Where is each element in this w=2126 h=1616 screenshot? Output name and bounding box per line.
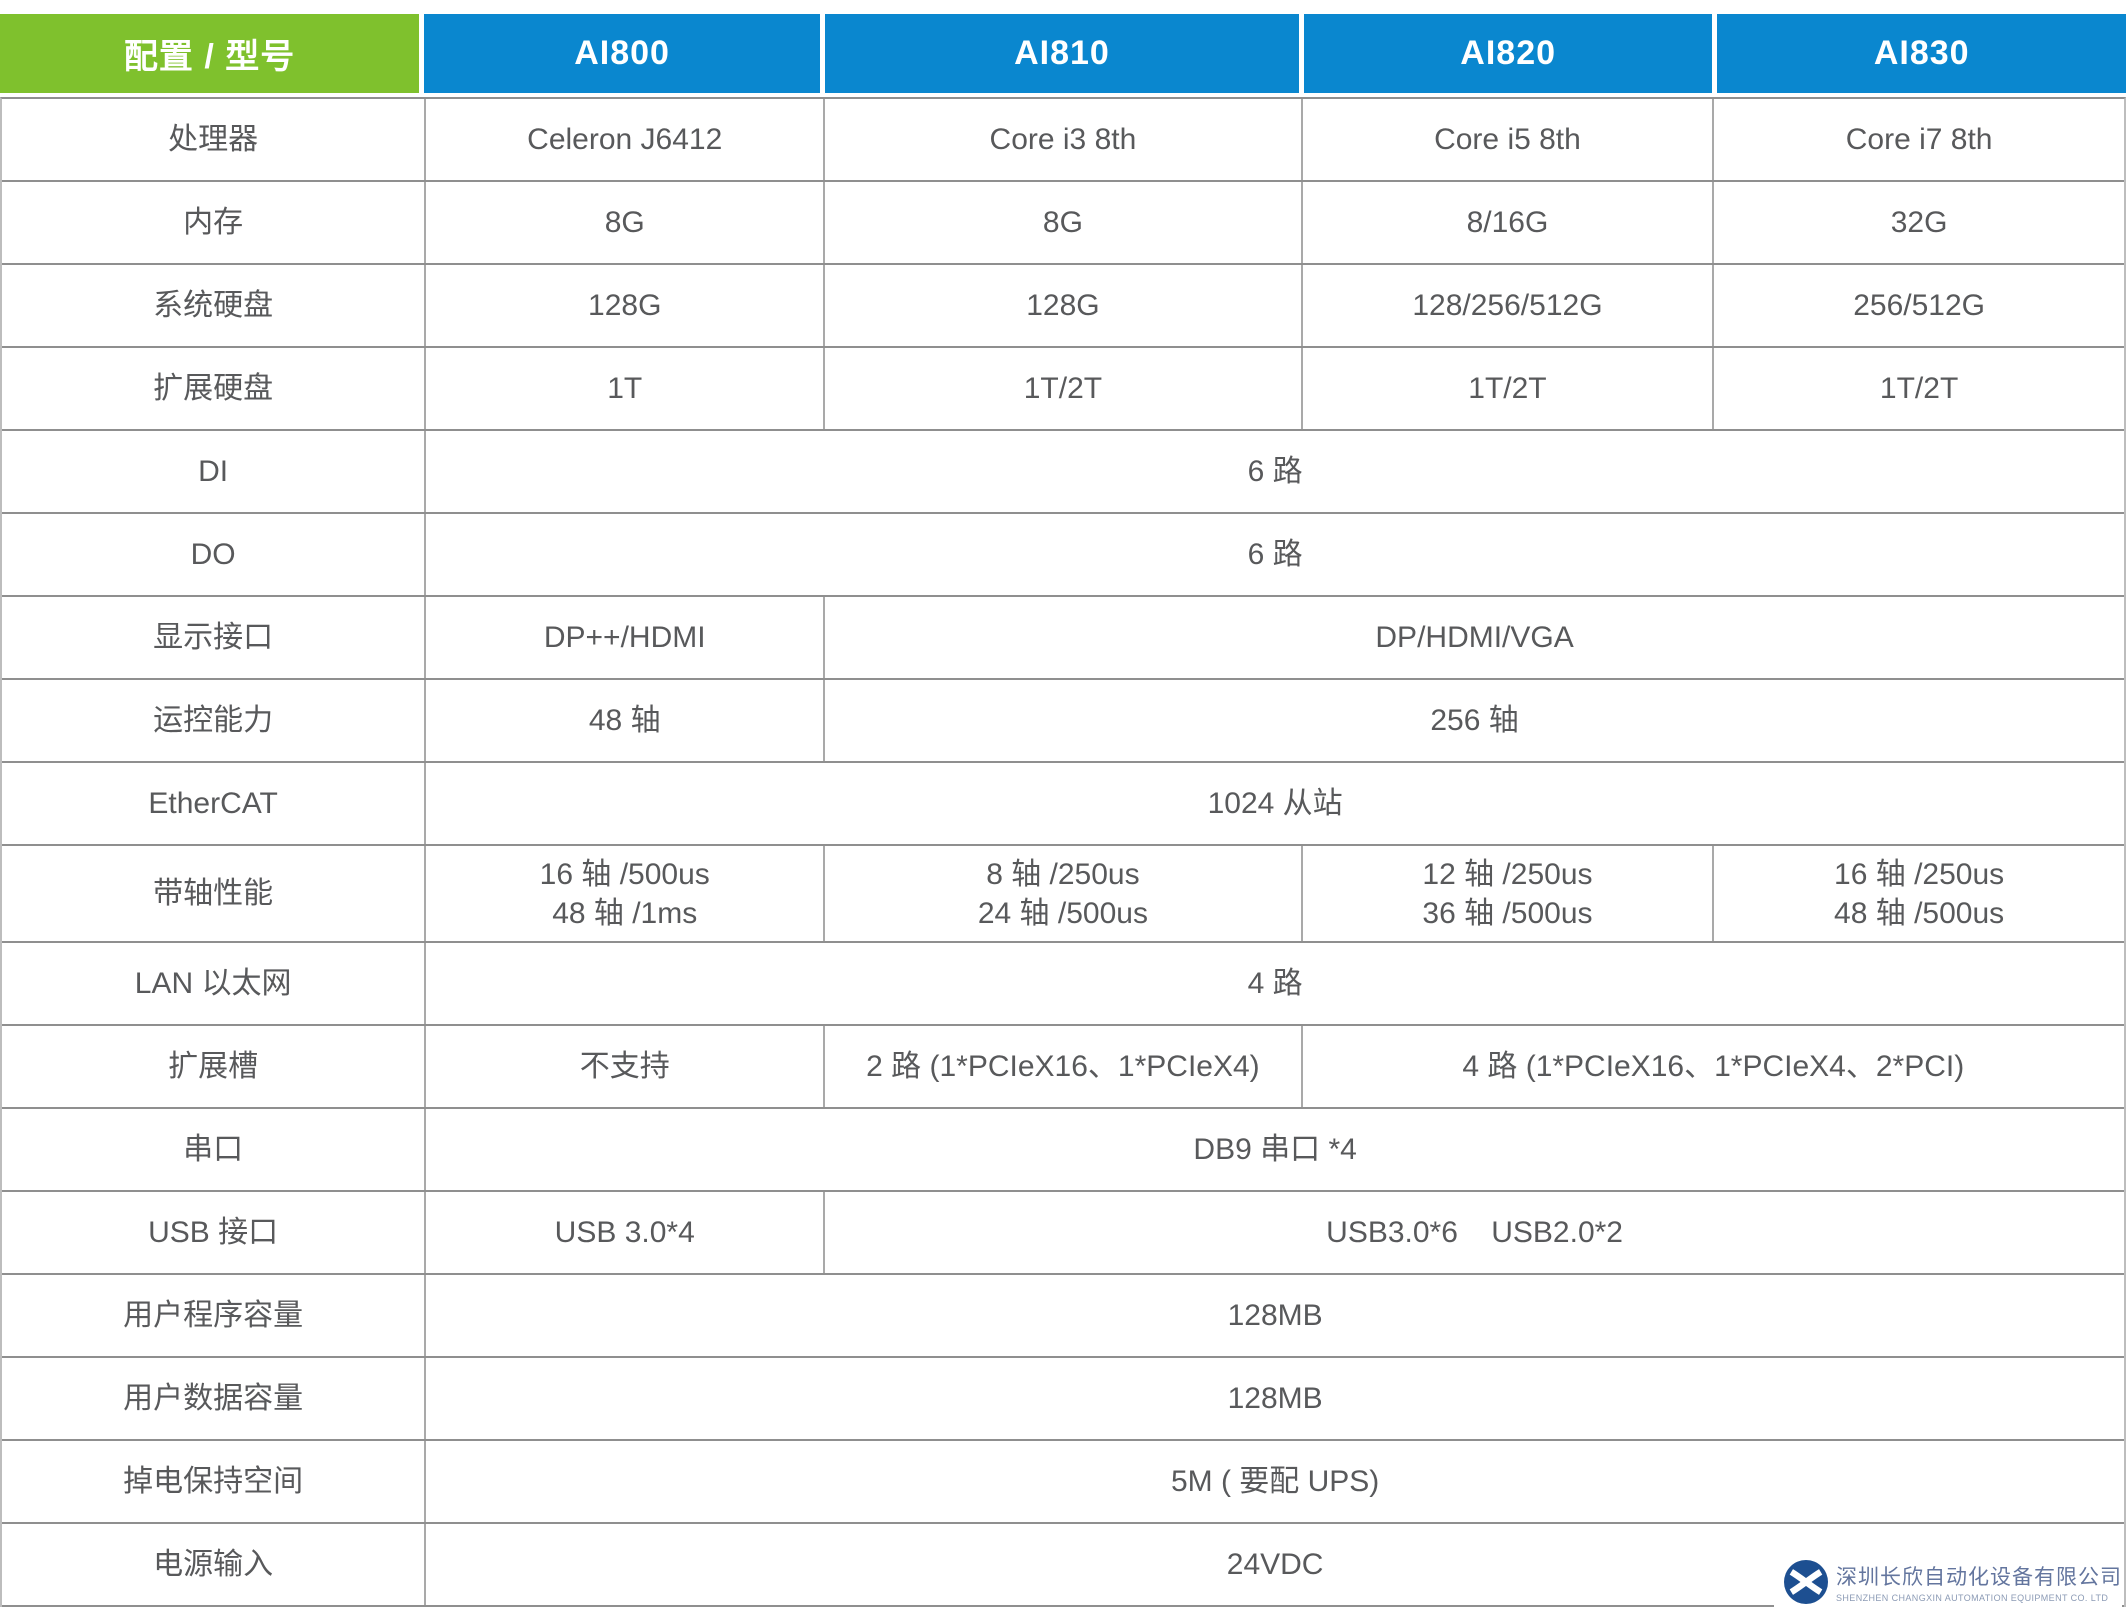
header-config-label: 配置 / 型号 xyxy=(0,14,420,93)
company-name-cn: 深圳长欣自动化设备有限公司 xyxy=(1836,1566,2122,1589)
row-label: 扩展硬盘 xyxy=(153,372,274,405)
spec-cell: 1024 从站 xyxy=(424,763,2124,844)
table-row: 运控能力 48 轴 256 轴 xyxy=(2,680,2124,763)
spec-cell: 24VDC xyxy=(424,1524,2124,1605)
table-row: DO 6 路 xyxy=(2,514,2124,597)
spec-cell: 8G xyxy=(424,182,823,263)
spec-cell: Core i5 8th xyxy=(1300,99,1713,180)
spec-cell: 8G xyxy=(823,182,1300,263)
company-names: 深圳长欣自动化设备有限公司 SHENZHEN CHANGXIN AUTOMATI… xyxy=(1836,1561,2122,1603)
spec-cell: 4 路 xyxy=(424,943,2124,1024)
spec-cell: 6 路 xyxy=(424,514,2124,595)
spec-cell: 128G xyxy=(823,265,1300,346)
spec-cell: 8 轴 /250us 24 轴 /500us xyxy=(823,846,1300,941)
spec-cell: Celeron J6412 xyxy=(424,99,823,180)
row-label: 扩展槽 xyxy=(168,1050,259,1083)
spec-cell: 128MB xyxy=(424,1275,2124,1356)
spec-cell: USB3.0*6 USB2.0*2 xyxy=(823,1192,2124,1273)
spec-table-body: 处理器 Celeron J6412 Core i3 8th Core i5 8th Co… xyxy=(0,97,2126,1607)
row-label: 处理器 xyxy=(168,123,259,156)
spec-cell: USB 3.0*4 xyxy=(424,1192,823,1273)
spec-cell: 1T/2T xyxy=(823,348,1300,429)
row-label: 运控能力 xyxy=(153,704,274,737)
table-row: 内存 8G 8G 8/16G 32G xyxy=(2,182,2124,265)
row-label: 掉电保持空间 xyxy=(123,1465,304,1498)
table-row: 电源输入 24VDC xyxy=(2,1524,2124,1607)
table-header-row: 配置 / 型号 AI800 AI810 AI820 AI830 xyxy=(0,14,2126,93)
spec-cell: 48 轴 xyxy=(424,680,823,761)
spec-cell: 8/16G xyxy=(1300,182,1713,263)
row-label: 用户程序容量 xyxy=(123,1299,304,1332)
spec-cell: 256/512G xyxy=(1712,265,2124,346)
spec-cell: 1T/2T xyxy=(1712,348,2124,429)
row-label: 系统硬盘 xyxy=(153,289,274,322)
spec-cell: 1T/2T xyxy=(1300,348,1713,429)
spec-cell: 128G xyxy=(424,265,823,346)
spec-cell: 不支持 xyxy=(424,1026,823,1107)
row-label: 用户数据容量 xyxy=(123,1382,304,1415)
row-label: 带轴性能 xyxy=(153,877,274,910)
spec-cell: DB9 串口 *4 xyxy=(424,1109,2124,1190)
header-model-ai820: AI820 xyxy=(1303,14,1713,93)
table-row: 用户数据容量 128MB xyxy=(2,1358,2124,1441)
table-row: DI 6 路 xyxy=(2,431,2124,514)
row-label: 电源输入 xyxy=(153,1548,274,1581)
company-logo: 深圳长欣自动化设备有限公司 SHENZHEN CHANGXIN AUTOMATI… xyxy=(1774,1552,2122,1612)
header-model-ai830: AI830 xyxy=(1717,14,2126,93)
table-row: USB 接口 USB 3.0*4 USB3.0*6 USB2.0*2 xyxy=(2,1192,2124,1275)
row-label: DO xyxy=(190,538,236,571)
company-name-en: SHENZHEN CHANGXIN AUTOMATION EQUIPMENT C… xyxy=(1836,1593,2109,1603)
table-row: 串口 DB9 串口 *4 xyxy=(2,1109,2124,1192)
row-label: 串口 xyxy=(183,1133,244,1166)
row-label: 内存 xyxy=(183,206,244,239)
table-row: LAN 以太网 4 路 xyxy=(2,943,2124,1026)
spec-cell: 128MB xyxy=(424,1358,2124,1439)
spec-cell: 6 路 xyxy=(424,431,2124,512)
table-row: 用户程序容量 128MB xyxy=(2,1275,2124,1358)
spec-cell: DP/HDMI/VGA xyxy=(823,597,2124,678)
table-row: 带轴性能 16 轴 /500us 48 轴 /1ms 8 轴 /250us 24 轴 /… xyxy=(2,846,2124,943)
spec-cell: DP++/HDMI xyxy=(424,597,823,678)
table-row: 扩展槽 不支持 2 路 (1*PCIeX16、1*PCIeX4) 4 路 (1*PCI… xyxy=(2,1026,2124,1109)
row-label: USB 接口 xyxy=(148,1216,279,1249)
spec-cell: Core i7 8th xyxy=(1712,99,2124,180)
spec-cell: 1T xyxy=(424,348,823,429)
table-row: 扩展硬盘 1T 1T/2T 1T/2T 1T/2T xyxy=(2,348,2124,431)
table-row: 系统硬盘 128G 128G 128/256/512G 256/512G xyxy=(2,265,2124,348)
spec-cell: 16 轴 /500us 48 轴 /1ms xyxy=(424,846,823,941)
header-model-ai800: AI800 xyxy=(424,14,821,93)
table-row: 处理器 Celeron J6412 Core i3 8th Core i5 8th Co… xyxy=(2,99,2124,182)
spec-cell: 256 轴 xyxy=(823,680,2124,761)
table-row: 显示接口 DP++/HDMI DP/HDMI/VGA xyxy=(2,597,2124,680)
spec-cell: 5M ( 要配 UPS) xyxy=(424,1441,2124,1522)
spec-cell: 12 轴 /250us 36 轴 /500us xyxy=(1300,846,1713,941)
table-row: 掉电保持空间 5M ( 要配 UPS) xyxy=(2,1441,2124,1524)
spec-cell: 2 路 (1*PCIeX16、1*PCIeX4) xyxy=(823,1026,1300,1107)
company-logo-icon xyxy=(1784,1560,1828,1604)
spec-cell: 4 路 (1*PCIeX16、1*PCIeX4、2*PCI) xyxy=(1300,1026,2124,1107)
row-label: 显示接口 xyxy=(153,621,274,654)
header-model-ai810: AI810 xyxy=(825,14,1299,93)
row-label: DI xyxy=(198,455,229,488)
spec-cell: Core i3 8th xyxy=(823,99,1300,180)
row-label: LAN 以太网 xyxy=(134,967,292,1000)
spec-cell: 128/256/512G xyxy=(1300,265,1713,346)
table-row: EtherCAT 1024 从站 xyxy=(2,763,2124,846)
row-label: EtherCAT xyxy=(148,787,278,820)
spec-cell: 16 轴 /250us 48 轴 /500us xyxy=(1712,846,2124,941)
spec-cell: 32G xyxy=(1712,182,2124,263)
